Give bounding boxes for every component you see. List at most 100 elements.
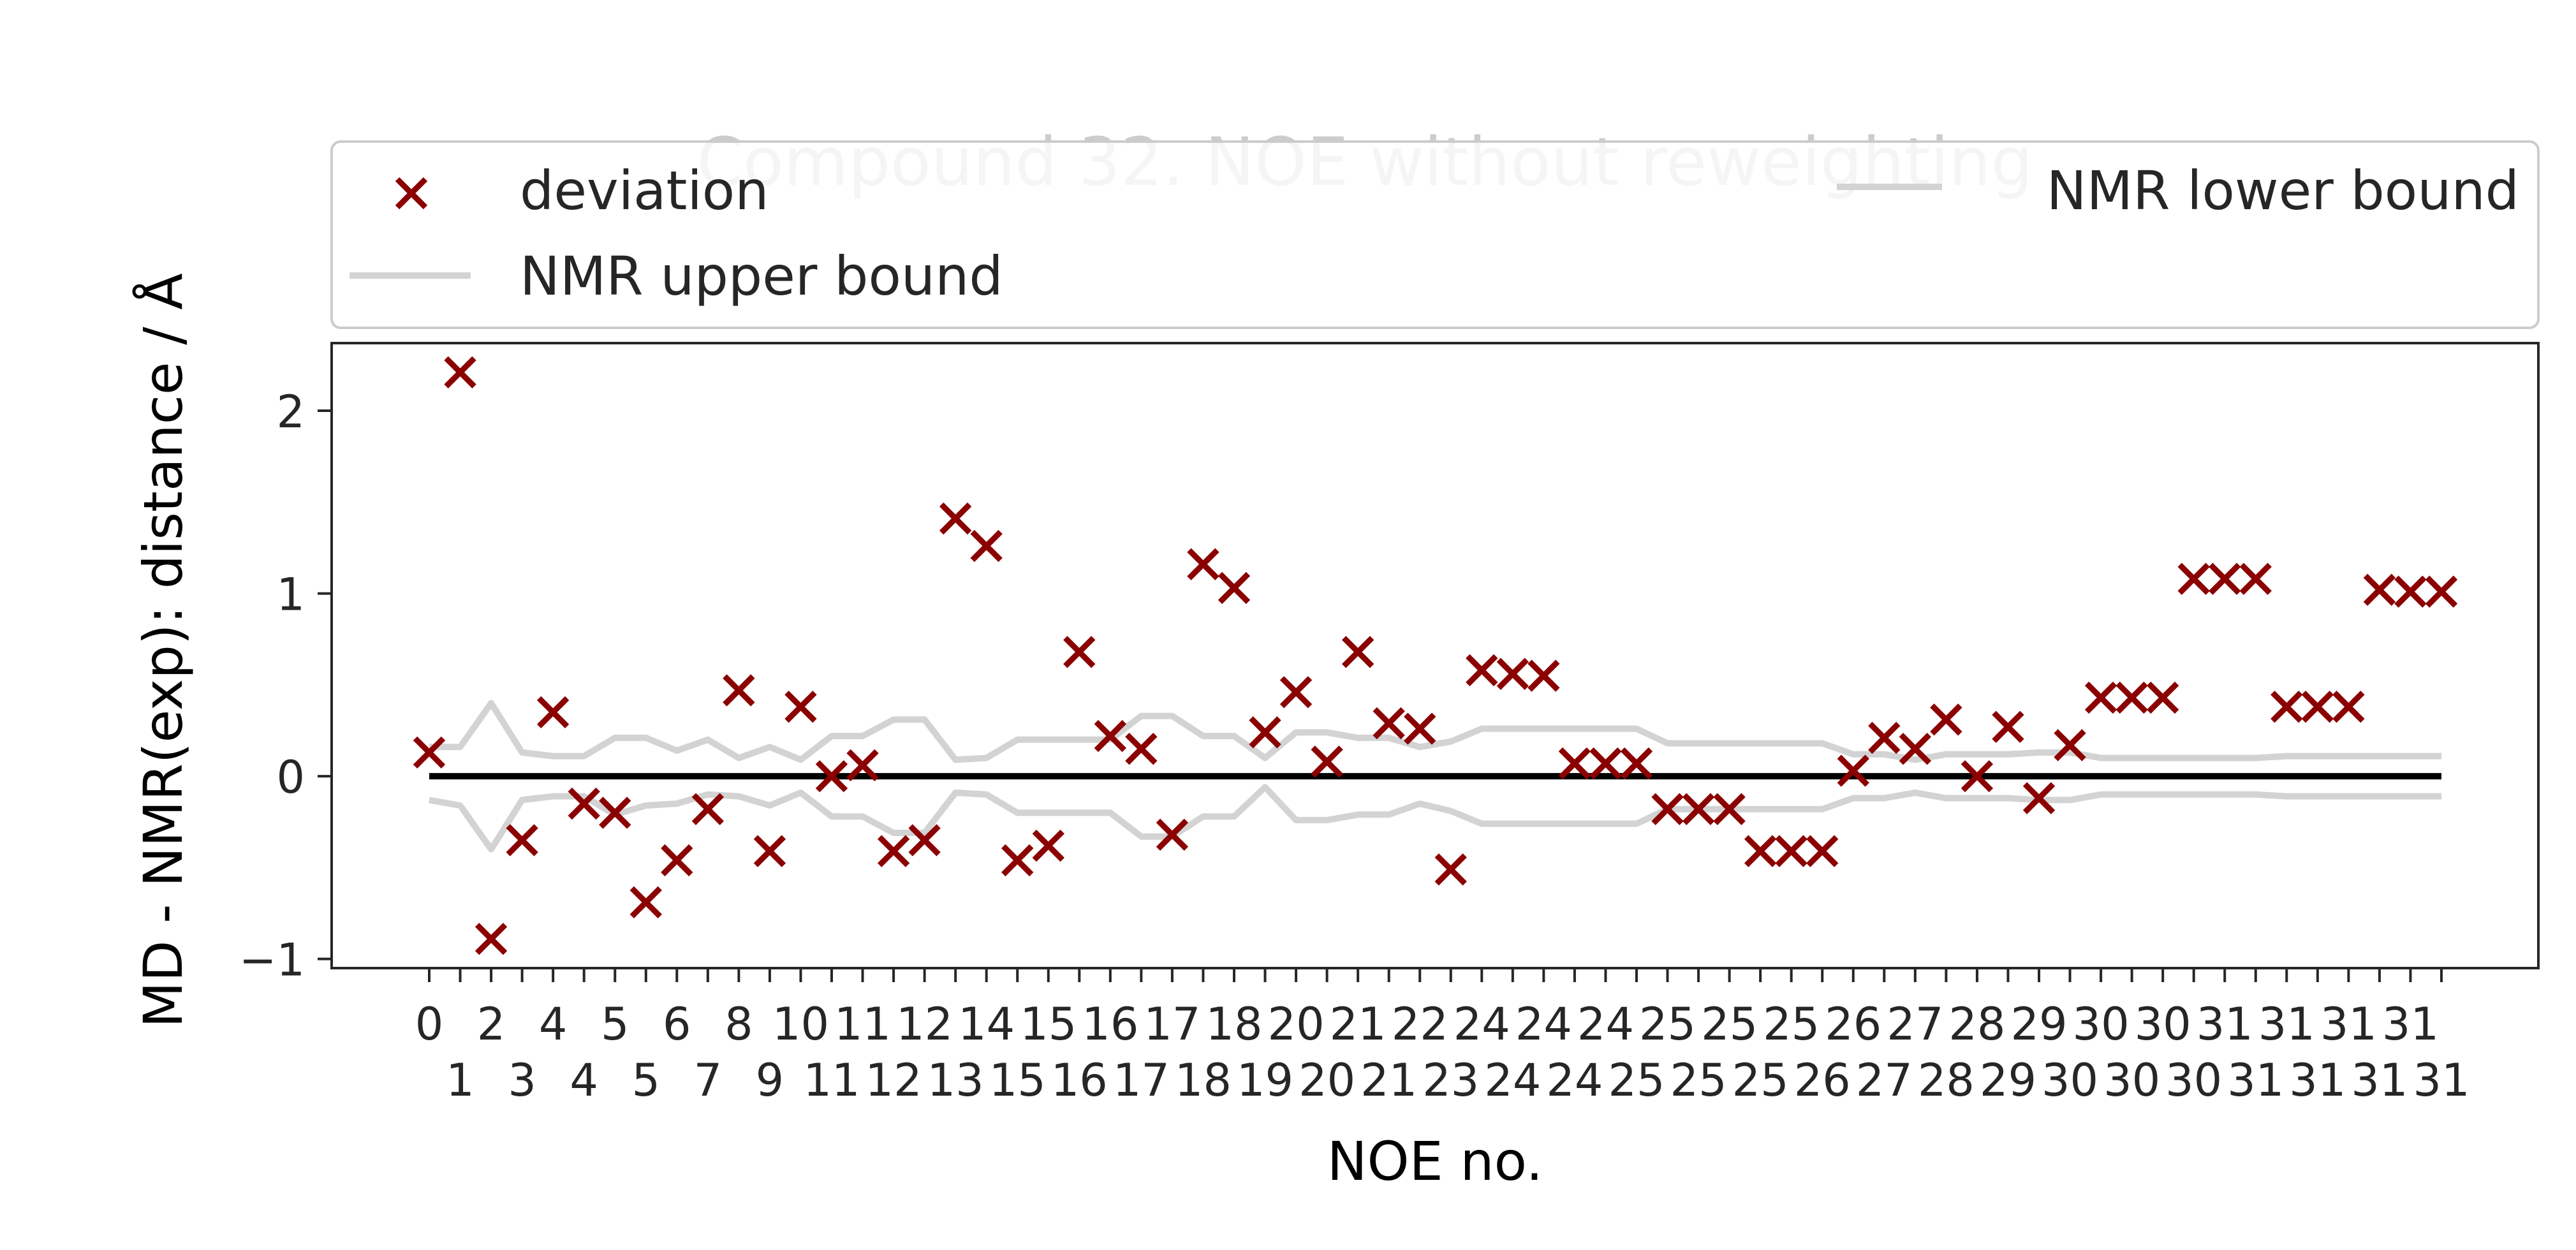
deviation-point [1063,636,1096,668]
deviation-point [939,502,972,535]
deviation-point [506,824,538,857]
deviation-point [723,674,755,707]
x-tick-label: 31 [2320,998,2377,1050]
deviation-point [1279,676,1313,709]
legend-deviation-swatch [395,177,428,210]
legend-deviation-label: deviation [520,159,769,222]
deviation-point [2394,575,2427,608]
deviation-point [1961,760,1994,793]
deviation-point [1001,844,1034,877]
x-tick-label: 26 [1825,998,1881,1050]
deviation-point [2301,691,2334,723]
deviation-point [1341,636,1374,668]
x-tick-label: 23 [1422,1054,1479,1107]
deviation-point [536,696,570,729]
x-tick-label: 20 [1299,1054,1355,1107]
x-tick-label: 28 [1948,998,2005,1050]
x-axis-label: NOE no. [1327,1130,1543,1193]
x-tick-label: 31 [2289,1054,2346,1107]
deviation-point [475,922,508,955]
x-tick-label: 15 [989,1054,1046,1107]
deviation-point [444,356,476,389]
deviation-point [1744,835,1777,867]
upper-bound-line [429,700,2441,763]
deviation-point [1032,829,1064,862]
x-tick-label: 7 [694,1054,723,1107]
x-tick-label: 25 [1639,998,1696,1050]
deviation-point [2146,681,2179,714]
x-tick-label: 16 [1082,998,1138,1050]
x-tick-label: 31 [2258,998,2315,1050]
deviation-point [2022,782,2056,814]
x-tick-label: 21 [1330,998,1387,1050]
x-tick-label: 25 [1670,1054,1727,1107]
x-tick-label: 14 [958,998,1015,1050]
x-tick-label: 10 [772,998,829,1050]
deviation-point [2084,681,2117,714]
x-axis: 0123445567891011111212131415151616171718… [415,968,2470,1107]
x-tick-label: 30 [2103,1054,2160,1107]
x-tick-label: 5 [631,1054,660,1107]
x-tick-label: 27 [1856,1054,1913,1107]
deviation-point [2116,681,2148,714]
y-tick-label: 2 [276,386,305,438]
x-tick-label: 0 [415,998,444,1050]
bounds-layer [429,700,2441,853]
x-tick-label: 4 [539,998,568,1050]
deviation-point [691,793,725,825]
legend-lower-bound-label: NMR lower bound [2047,159,2519,222]
x-tick-label: 29 [1980,1054,2036,1107]
deviation-point [1806,835,1839,867]
x-tick-label: 26 [1794,1054,1851,1107]
x-tick-label: 2 [477,998,506,1050]
deviation-point [908,824,941,857]
x-tick-label: 25 [1763,998,1820,1050]
legend-box [330,140,2540,329]
x-tick-label: 6 [663,998,691,1050]
x-tick-label: 30 [2042,1054,2098,1107]
x-tick-label: 30 [2165,1054,2222,1107]
x-tick-label: 31 [2197,998,2253,1050]
deviation-point [2271,691,2303,723]
deviation-point [2209,562,2241,595]
deviation-point [1682,793,1715,825]
deviation-point [661,844,693,877]
x-tick-label: 24 [1484,1054,1541,1107]
x-tick-label: 11 [803,1054,860,1107]
x-tick-label: 5 [601,998,629,1050]
x-tick-label: 4 [570,1054,598,1107]
deviation-point [1930,703,1962,736]
x-tick-label: 24 [1546,1054,1603,1107]
deviation-point [1589,747,1622,780]
deviation-point [1775,835,1807,867]
x-tick-label: 29 [2010,998,2067,1050]
deviation-point [1651,793,1684,825]
x-tick-label: 12 [896,998,953,1050]
deviation-point [2177,562,2210,595]
deviation-point [1466,654,1498,687]
deviation-point [1094,719,1127,753]
legend-upper-bound-label: NMR upper bound [520,245,1003,307]
x-tick-label: 24 [1515,998,1572,1050]
deviation-point [599,797,631,829]
y-tick-label: 1 [276,569,305,621]
deviation-point [1496,658,1529,690]
deviation-point [1527,659,1560,692]
x-tick-label: 18 [1175,1054,1232,1107]
deviation-point [1156,818,1189,851]
x-tick-label: 31 [2227,1054,2284,1107]
deviation-point [1311,746,1343,778]
x-tick-label: 25 [1608,1054,1665,1107]
x-tick-label: 9 [756,1054,784,1107]
deviation-point [2332,691,2365,723]
deviation-point [1837,754,1869,787]
deviation-point [1249,716,1281,749]
deviation-point [1899,732,1932,765]
legend: deviation NMR lower bound NMR upper bound [330,140,2540,329]
deviation-point [1992,710,2024,743]
y-tick-label: −1 [239,934,305,987]
deviation-point [2054,729,2086,761]
x-tick-label: 25 [1701,998,1758,1050]
x-tick-label: 16 [1051,1054,1108,1107]
